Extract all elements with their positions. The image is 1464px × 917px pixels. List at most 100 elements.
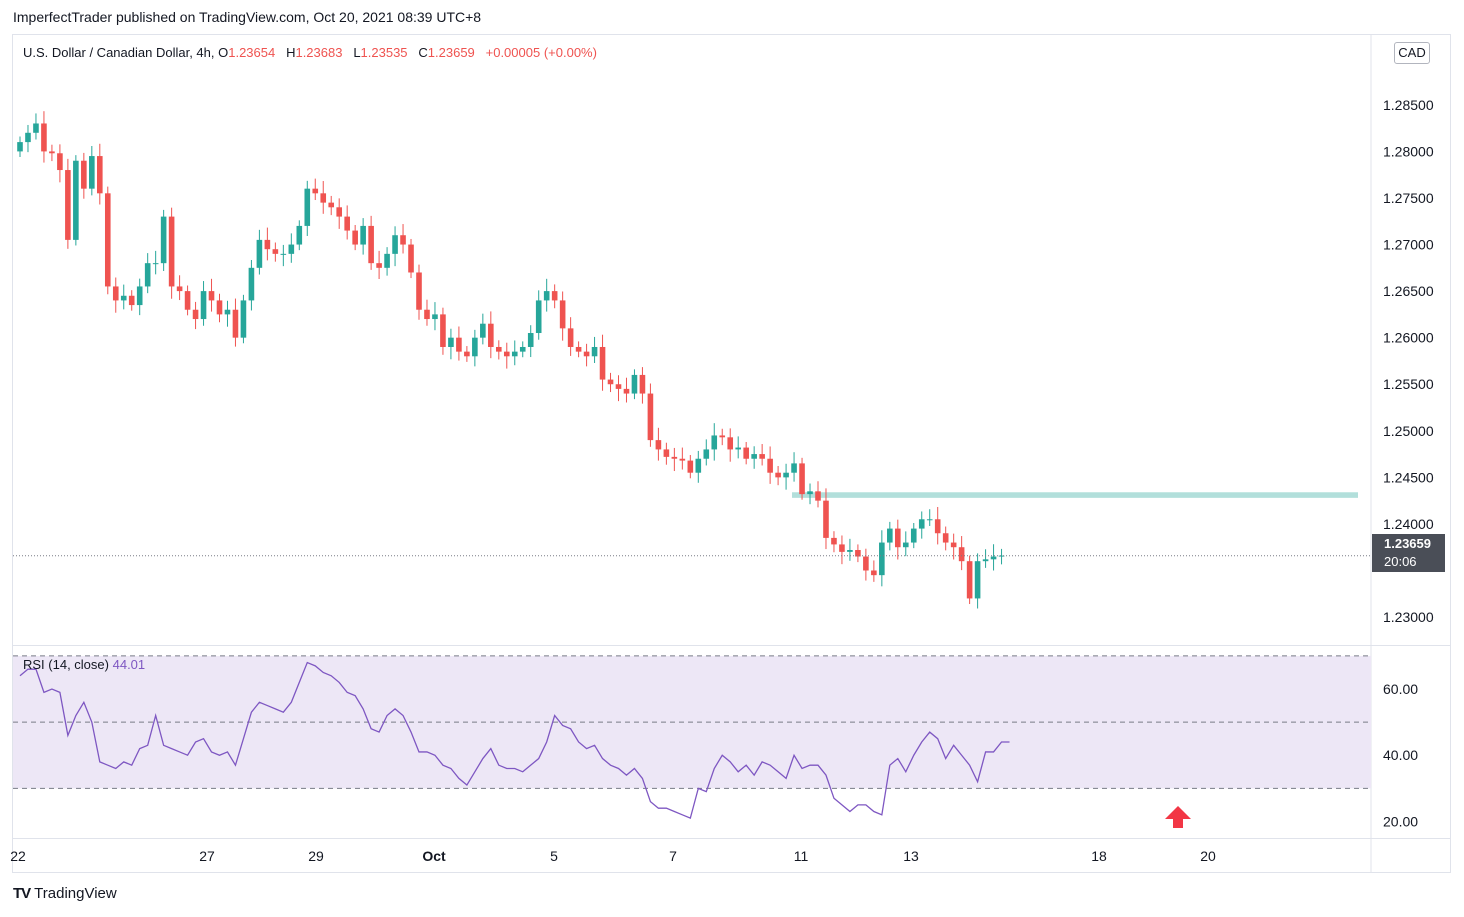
candle	[456, 326, 462, 361]
candle	[232, 298, 239, 347]
candle-body	[679, 458, 686, 461]
candle-body	[320, 193, 327, 203]
low-label: L	[353, 45, 361, 60]
candle	[240, 294, 247, 344]
rsi-tick-label: 20.00	[1383, 813, 1418, 829]
candle	[623, 377, 630, 403]
candle	[663, 442, 670, 465]
candle	[918, 511, 925, 539]
candle-body	[184, 291, 191, 310]
candle-body	[559, 300, 566, 329]
candle	[958, 536, 965, 571]
candle-body	[575, 346, 582, 352]
candle-body	[863, 556, 869, 571]
candle	[727, 428, 734, 462]
candle	[759, 444, 765, 466]
candle-body	[998, 555, 1005, 557]
candle-body	[392, 235, 398, 254]
candle	[328, 195, 335, 216]
candle	[871, 560, 877, 582]
candle-body	[879, 542, 885, 576]
candle-body	[519, 346, 526, 352]
candle-body	[344, 216, 350, 231]
candle-body	[480, 323, 486, 338]
candle	[974, 553, 981, 609]
candle	[352, 224, 358, 251]
candle-body	[958, 547, 965, 562]
candle-body	[623, 388, 630, 394]
candle-body	[591, 346, 598, 357]
candle	[751, 446, 757, 469]
symbol-name[interactable]: U.S. Dollar / Canadian Dollar, 4h,	[23, 45, 215, 60]
candle-body	[543, 291, 550, 301]
candle	[799, 457, 805, 500]
candle	[567, 317, 574, 356]
candle	[599, 334, 606, 391]
open-value: 1.23654	[228, 45, 276, 60]
candle	[336, 198, 342, 229]
candle-body	[312, 188, 319, 194]
candle	[104, 186, 111, 295]
candle-body	[871, 570, 877, 576]
candle-body	[168, 216, 175, 287]
candle-body	[424, 309, 430, 320]
candle	[496, 340, 502, 360]
candle-body	[256, 239, 263, 268]
time-tick-label: 29	[308, 848, 324, 864]
candle-body	[81, 160, 87, 189]
candle	[128, 290, 135, 311]
up-arrow-icon	[1165, 806, 1191, 828]
candle-body	[33, 123, 39, 133]
candle-body	[647, 393, 654, 441]
candle-body	[360, 225, 366, 245]
candle	[887, 521, 893, 551]
candle	[416, 264, 422, 320]
candle	[192, 301, 199, 330]
candle-body	[25, 132, 31, 143]
currency-badge[interactable]: CAD	[1394, 42, 1430, 64]
candle-body	[527, 333, 534, 347]
candle	[934, 506, 941, 545]
candle	[312, 178, 319, 201]
candle	[208, 278, 215, 312]
candle	[879, 530, 885, 587]
high-label: H	[286, 45, 296, 60]
candle	[807, 483, 813, 505]
candle	[33, 113, 39, 140]
candle-body	[472, 337, 478, 357]
candle-body	[791, 463, 797, 473]
candle-body	[288, 244, 295, 254]
candle	[120, 284, 127, 310]
candle-body	[456, 337, 462, 352]
candle	[839, 535, 845, 565]
candle-body	[511, 351, 518, 357]
candle-body	[895, 528, 901, 548]
candle-body	[192, 309, 199, 320]
candle-body	[695, 458, 702, 473]
candle-body	[799, 463, 805, 495]
high-value: 1.23683	[295, 45, 343, 60]
candle	[583, 343, 590, 367]
candle	[57, 144, 63, 183]
candle-body	[839, 544, 845, 552]
low-value: 1.23535	[360, 45, 408, 60]
candle-body	[743, 447, 749, 459]
candle-body	[336, 207, 342, 217]
candle-body	[918, 519, 925, 529]
candle	[855, 544, 861, 563]
candle	[607, 372, 614, 393]
candle-body	[152, 263, 159, 265]
candle-body	[73, 160, 79, 240]
time-tick-label: 7	[669, 848, 677, 864]
candle-body	[176, 286, 183, 292]
candle	[990, 544, 997, 571]
candle	[982, 549, 989, 568]
rsi-legend[interactable]: RSI (14, close) 44.01	[23, 657, 145, 672]
candle-body	[934, 519, 941, 534]
candle-body	[990, 556, 997, 560]
candle-body	[815, 491, 821, 501]
candle-body	[503, 351, 510, 357]
candle-body	[17, 142, 23, 152]
candle	[296, 220, 303, 251]
